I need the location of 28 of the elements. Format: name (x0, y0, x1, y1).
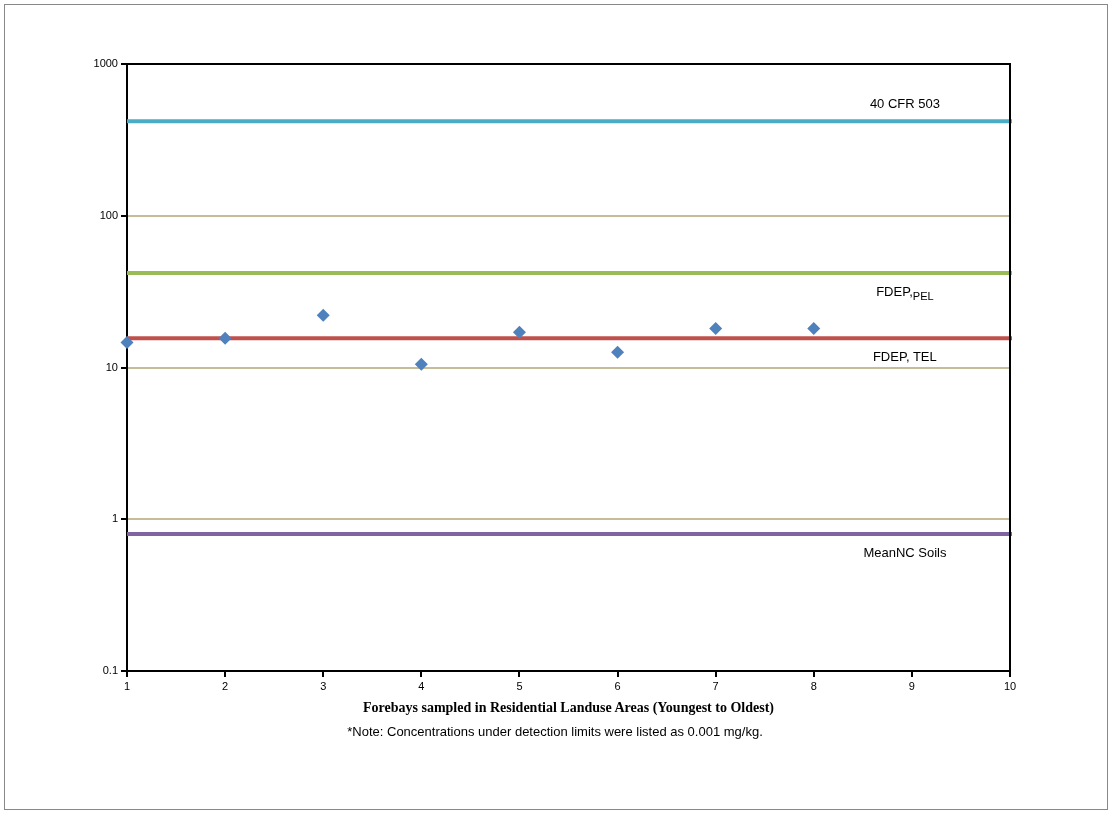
x-tick-label: 10 (1003, 679, 1017, 692)
ref-line-label: 40 CFR 503 (869, 95, 940, 111)
x-tick-label: 9 (908, 679, 915, 692)
x-tick-label: 1 (123, 679, 131, 692)
point (218, 331, 232, 345)
x-tick-label: 4 (418, 679, 425, 692)
y-tick-label: 100 (99, 208, 118, 221)
x-tick-label: 6 (614, 679, 621, 692)
point (512, 325, 526, 339)
x-axis-title: Forebays sampled in Residential Landuse Areas (Youngest to Oldest) (363, 700, 775, 717)
y-tick-label: 10 (105, 360, 118, 373)
x-tick-label: 5 (516, 679, 523, 692)
ref-line-label: MeanNC Soils (863, 544, 947, 560)
point (120, 336, 134, 350)
x-tick-label: 3 (320, 679, 327, 692)
ref-line-label: FDEP, TEL (872, 348, 937, 364)
x-tick-label: 8 (810, 679, 817, 692)
x-tick-label: 7 (712, 679, 719, 692)
point (414, 357, 428, 371)
y-tick-label: 1 (111, 512, 118, 525)
point (709, 321, 723, 335)
y-tick-label: 0.1 (102, 664, 118, 677)
y-tick-label: 1000 (93, 57, 118, 70)
point (316, 308, 330, 322)
text: *Note: Concentrations under detection limits were listed as 0.001 mg/kg. (347, 723, 763, 739)
x-tick-label: 2 (222, 679, 229, 692)
point (807, 321, 821, 335)
point (611, 345, 625, 359)
